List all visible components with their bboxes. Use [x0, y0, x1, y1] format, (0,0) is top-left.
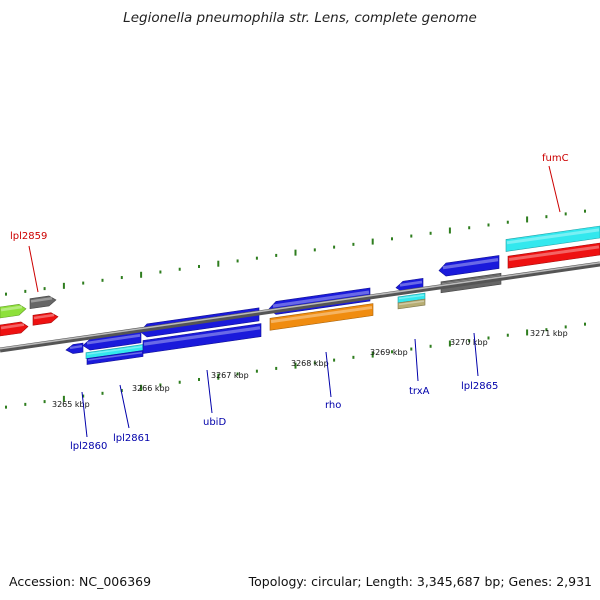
- scale-label: 3268 kbp: [291, 359, 329, 368]
- gene-label-lpl2859[interactable]: lpl2859: [10, 231, 47, 242]
- genome-backbone: [0, 261, 600, 353]
- gene-lpl2859-bar[interactable]: [32, 312, 59, 326]
- cds-lpl2860-bar[interactable]: [82, 331, 142, 351]
- scale-label: 3265 kbp: [52, 400, 90, 409]
- gene-label-lpl2865[interactable]: lpl2865: [461, 381, 498, 392]
- gene-label-fumC[interactable]: fumC: [542, 153, 569, 164]
- scale-label: 3266 kbp: [132, 384, 170, 393]
- gene-label-lpl2861[interactable]: lpl2861: [113, 433, 150, 444]
- genome-backbone-highlight: [0, 262, 600, 350]
- cds-ubiD-lower-bar[interactable]: [142, 323, 262, 354]
- tick-marks: [5, 209, 586, 409]
- gene-label-trxA[interactable]: trxA: [409, 386, 430, 397]
- accession-text: Accession: NC_006369: [9, 574, 152, 589]
- gene-trxA-tan-bar[interactable]: [397, 298, 426, 310]
- gene-lpl2859-grey-bar[interactable]: [29, 295, 57, 310]
- genome-stats-text: Topology: circular; Length: 3,345,687 bp…: [248, 574, 592, 589]
- gene-small-blue-bar[interactable]: [65, 342, 84, 354]
- gene-fumC-bar[interactable]: [507, 242, 600, 269]
- scale-label: 3269 kbp: [370, 348, 408, 357]
- map-title: Legionella pneumophila str. Lens, comple…: [123, 10, 477, 26]
- gene-lpl2861-bar[interactable]: [86, 350, 144, 365]
- gene-label-lpl2860[interactable]: lpl2860: [70, 441, 107, 452]
- cds-fumC-bar[interactable]: [505, 225, 600, 252]
- gene-rho-bar[interactable]: [269, 303, 374, 331]
- gene-label-rho[interactable]: rho: [325, 400, 341, 411]
- gene-leader-lines: [28, 165, 561, 438]
- gene-label-ubiD[interactable]: ubiD: [203, 417, 226, 428]
- gene-features: [0, 225, 600, 365]
- cds-green-bar[interactable]: [0, 303, 27, 319]
- scale-label: 3267 kbp: [211, 371, 249, 380]
- cds-lpl2865-bar[interactable]: [438, 255, 500, 277]
- scale-label: 3271 kbp: [530, 329, 568, 338]
- scale-label: 3270 kbp: [450, 338, 488, 347]
- gene-left-red-bar[interactable]: [0, 321, 29, 337]
